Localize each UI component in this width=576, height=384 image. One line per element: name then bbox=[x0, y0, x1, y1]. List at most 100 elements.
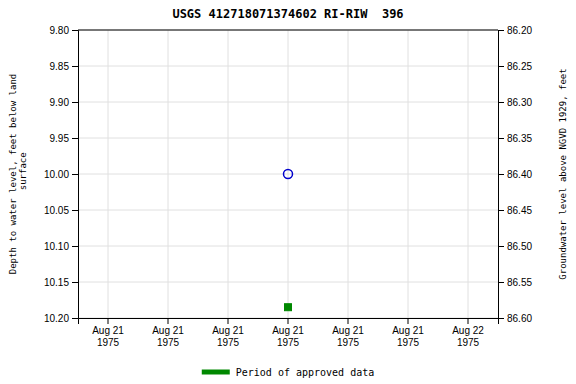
y2-axis-label: Groundwater level above NGVD 1929, feet bbox=[558, 68, 568, 279]
tick-mark bbox=[288, 318, 289, 324]
x-tick-label: Aug 211975 bbox=[392, 325, 424, 348]
y-tick-label: 10.00 bbox=[44, 169, 69, 180]
series bbox=[284, 170, 293, 179]
y-tick: 10.20 bbox=[44, 313, 78, 324]
point bbox=[285, 304, 292, 311]
axis-line bbox=[79, 319, 499, 325]
x-tick: Aug 211975 bbox=[152, 318, 184, 348]
tick-mark bbox=[498, 102, 504, 103]
y-tick: 9.90 bbox=[50, 97, 78, 108]
y-tick-label: 10.15 bbox=[44, 277, 69, 288]
y2-tick-label: 86.45 bbox=[507, 205, 532, 216]
y-tick-label: 9.80 bbox=[50, 25, 70, 36]
tick-mark bbox=[498, 210, 504, 211]
y-tick-label: 9.95 bbox=[50, 133, 70, 144]
tick-mark bbox=[72, 318, 78, 319]
y2-tick-label: 86.35 bbox=[507, 133, 532, 144]
y-axis: 9.80 9.85 9.90 9.95 10.00 10.05 10.10 10.15 10.2… bbox=[44, 25, 79, 324]
x-tick-label-line: 1975 bbox=[217, 337, 240, 348]
tick-mark bbox=[498, 282, 504, 283]
tick-mark bbox=[72, 246, 78, 247]
x-tick: Aug 211975 bbox=[392, 318, 424, 348]
tick-mark bbox=[72, 66, 78, 67]
y2-tick-label: 86.25 bbox=[507, 61, 532, 72]
y-tick-label: 9.85 bbox=[50, 61, 70, 72]
x-tick-label-line: 1975 bbox=[157, 337, 180, 348]
x-tick-label-line: 1975 bbox=[277, 337, 300, 348]
y-tick-label: 10.10 bbox=[44, 241, 69, 252]
x-tick-label: Aug 211975 bbox=[92, 325, 124, 348]
y-tick: 9.85 bbox=[50, 61, 78, 72]
grid-line bbox=[78, 30, 498, 31]
y-axis-label-line: surface bbox=[18, 152, 28, 195]
x-axis: Aug 211975Aug 211975Aug 211975Aug 211975… bbox=[79, 318, 499, 348]
tick-mark bbox=[108, 318, 109, 324]
y-tick: 9.95 bbox=[50, 133, 78, 144]
x-tick-label-line: Aug 21 bbox=[272, 325, 304, 336]
x-tick: Aug 211975 bbox=[212, 318, 244, 348]
tick-mark bbox=[72, 282, 78, 283]
x-tick: Aug 211975 bbox=[272, 318, 304, 348]
x-tick: Aug 211975 bbox=[92, 318, 124, 348]
tick-mark bbox=[72, 210, 78, 211]
frame-line bbox=[78, 30, 498, 31]
y-tick-label: 10.05 bbox=[44, 205, 69, 216]
tick-mark bbox=[498, 318, 504, 319]
y2-tick-label: 86.40 bbox=[507, 169, 532, 180]
grid bbox=[78, 30, 498, 318]
x-tick-label-line: Aug 22 bbox=[452, 325, 484, 336]
y-tick: 9.80 bbox=[50, 25, 78, 36]
series bbox=[285, 304, 292, 311]
x-tick: Aug 221975 bbox=[452, 318, 484, 348]
tick-mark bbox=[348, 318, 349, 324]
chart: USGS 412718071374602 RI-RIW 396Aug 21197… bbox=[0, 0, 576, 384]
x-tick-label: Aug 211975 bbox=[332, 325, 364, 348]
y2-tick: 86.40 bbox=[498, 169, 532, 180]
y-axis-label-line: Depth to water level, feet below land bbox=[8, 74, 18, 274]
y-tick: 10.15 bbox=[44, 277, 78, 288]
grid-line bbox=[468, 30, 469, 318]
y-axis-label: Depth to water level, feet below land su… bbox=[8, 74, 28, 274]
y2-tick: 86.35 bbox=[498, 133, 532, 144]
grid-line bbox=[108, 30, 109, 318]
x-tick: Aug 211975 bbox=[332, 318, 364, 348]
grid-line bbox=[348, 30, 349, 318]
y2-tick: 86.60 bbox=[498, 313, 532, 324]
legend-item: Period of approved data bbox=[202, 367, 374, 378]
axis-line bbox=[499, 31, 505, 319]
y-tick: 10.05 bbox=[44, 205, 78, 216]
legend-label: Period of approved data bbox=[236, 367, 374, 378]
y2-tick: 86.20 bbox=[498, 25, 532, 36]
tick-mark bbox=[72, 30, 78, 31]
plot: Aug 211975Aug 211975Aug 211975Aug 211975… bbox=[44, 25, 532, 348]
y2-tick: 86.25 bbox=[498, 61, 532, 72]
title: USGS 412718071374602 RI-RIW 396 bbox=[172, 7, 403, 21]
x-tick-label-line: 1975 bbox=[337, 337, 360, 348]
tick-mark bbox=[498, 30, 504, 31]
tick-mark bbox=[72, 174, 78, 175]
y2-axis-label-line: Groundwater level above NGVD 1929, feet bbox=[558, 68, 568, 279]
tick-mark bbox=[168, 318, 169, 324]
grid-line bbox=[228, 30, 229, 318]
tick-mark bbox=[498, 174, 504, 175]
tick-mark bbox=[72, 102, 78, 103]
y2-tick: 86.30 bbox=[498, 97, 532, 108]
y2-tick: 86.55 bbox=[498, 277, 532, 288]
x-tick-label-line: Aug 21 bbox=[332, 325, 364, 336]
tick-mark bbox=[408, 318, 409, 324]
y2-tick: 86.50 bbox=[498, 241, 532, 252]
y2-tick-label: 86.55 bbox=[507, 277, 532, 288]
y-tick: 10.00 bbox=[44, 169, 78, 180]
x-tick-label-line: Aug 21 bbox=[152, 325, 184, 336]
axis-line bbox=[72, 31, 79, 319]
y2-tick-label: 86.20 bbox=[507, 25, 532, 36]
x-tick-label-line: Aug 21 bbox=[392, 325, 424, 336]
legend-swatch bbox=[202, 370, 230, 375]
y-tick: 10.10 bbox=[44, 241, 78, 252]
y-tick-label: 9.90 bbox=[50, 97, 70, 108]
x-tick-label-line: Aug 21 bbox=[212, 325, 244, 336]
x-tick-label-line: 1975 bbox=[457, 337, 480, 348]
y2-tick-label: 86.30 bbox=[507, 97, 532, 108]
tick-mark bbox=[498, 246, 504, 247]
tick-mark bbox=[498, 66, 504, 67]
